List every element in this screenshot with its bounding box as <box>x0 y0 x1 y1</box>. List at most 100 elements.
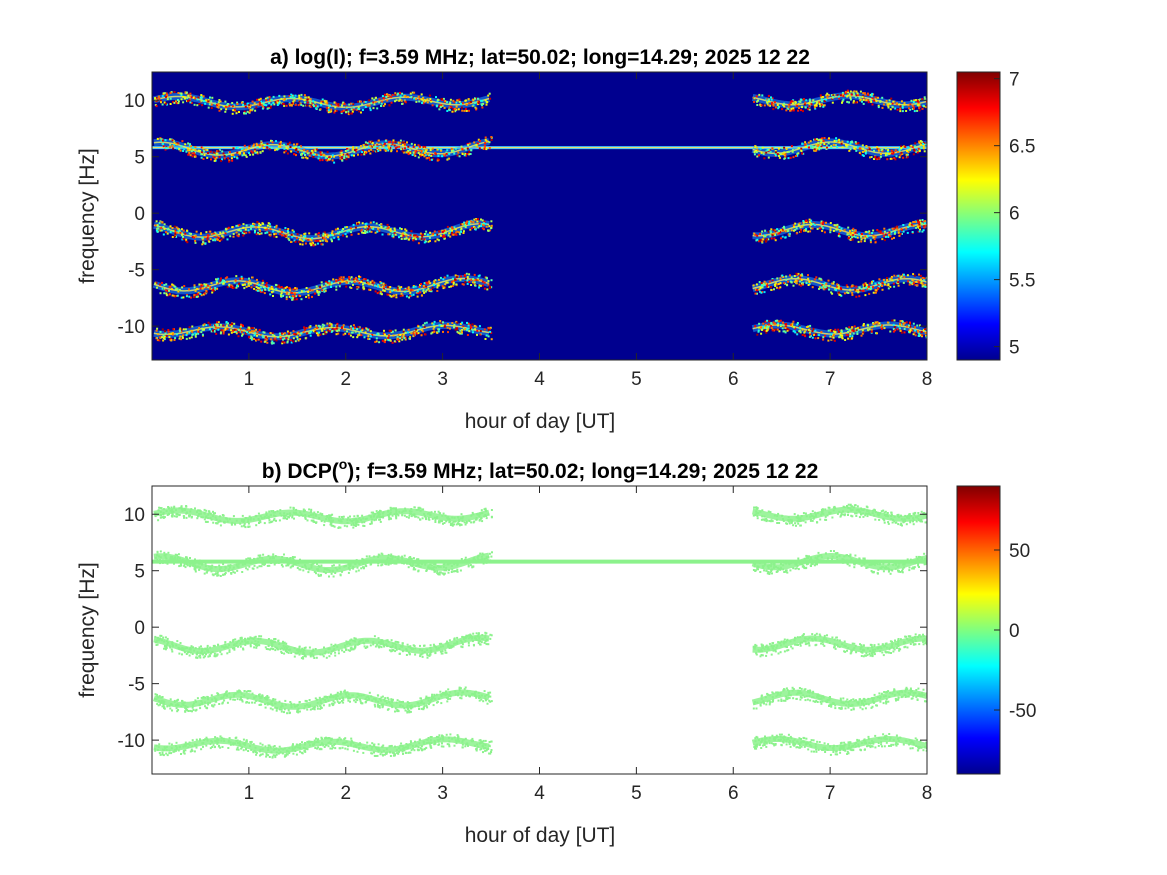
trace-speckle <box>175 294 178 297</box>
trace-speckle <box>213 159 216 162</box>
trace-speckle <box>256 334 258 337</box>
trace-speckle <box>752 284 755 287</box>
trace-speckle <box>329 521 332 523</box>
trace-speckle <box>418 100 421 103</box>
trace-speckle <box>918 273 920 276</box>
trace-speckle <box>171 236 174 238</box>
trace-speckle <box>413 91 416 94</box>
trace-speckle <box>373 512 376 515</box>
trace-speckle <box>316 239 319 242</box>
trace-speckle <box>766 319 769 322</box>
trace-speckle <box>485 103 488 106</box>
trace-speckle <box>268 289 270 292</box>
trace-speckle <box>855 289 858 292</box>
trace-speckle <box>203 292 206 295</box>
trace-speckle <box>389 508 392 511</box>
trace-speckle <box>231 102 234 104</box>
trace-speckle <box>283 289 285 292</box>
trace-speckle <box>863 92 866 95</box>
trace-speckle <box>362 524 365 527</box>
trace-speckle <box>338 155 341 157</box>
trace-speckle <box>237 235 240 238</box>
trace-speckle <box>808 327 811 330</box>
trace-speckle <box>186 332 189 335</box>
trace-speckle <box>259 230 262 232</box>
trace-speckle <box>879 231 882 234</box>
trace-speckle <box>847 101 850 104</box>
trace-speckle <box>816 139 819 142</box>
trace-speckle <box>321 323 324 326</box>
trace-speckle <box>770 288 773 291</box>
trace-speckle <box>898 327 901 330</box>
trace-speckle <box>776 228 779 231</box>
trace-speckle <box>887 283 890 286</box>
trace-speckle <box>907 514 910 517</box>
trace-speckle <box>782 152 785 155</box>
trace-speckle <box>442 234 445 237</box>
trace-speckle <box>252 223 255 226</box>
trace-speckle <box>270 146 273 149</box>
trace-speckle <box>890 277 893 280</box>
trace-speckle <box>805 219 808 222</box>
trace-speckle <box>304 96 307 99</box>
trace-speckle <box>790 323 792 326</box>
trace-speckle <box>399 227 401 230</box>
trace-speckle <box>906 156 909 159</box>
trace-speckle <box>787 157 790 160</box>
trace-speckle <box>871 280 873 283</box>
trace-speckle <box>923 329 925 332</box>
trace-speckle <box>760 104 763 107</box>
trace-speckle <box>396 286 399 289</box>
trace-speckle <box>215 152 218 155</box>
trace-speckle <box>182 328 185 331</box>
trace-speckle <box>759 233 762 235</box>
trace-speckle <box>222 152 225 155</box>
trace-speckle <box>882 278 885 281</box>
trace-speckle <box>925 276 927 279</box>
trace-speckle <box>905 153 908 156</box>
trace-speckle <box>918 332 921 335</box>
trace-speckle <box>369 281 372 284</box>
trace-speckle <box>864 152 867 155</box>
trace-speckle <box>852 332 855 335</box>
trace-speckle <box>427 516 430 519</box>
trace-speckle <box>297 150 299 153</box>
trace-speckle <box>441 514 444 517</box>
trace-speckle <box>176 142 179 145</box>
trace-speckle <box>313 328 316 331</box>
trace-speckle <box>877 104 880 107</box>
trace-speckle <box>849 338 852 341</box>
trace-speckle <box>442 324 445 327</box>
trace-speckle <box>267 517 270 520</box>
trace-speckle <box>918 230 921 233</box>
trace-speckle <box>354 330 357 333</box>
trace-speckle <box>404 100 407 103</box>
trace-speckle <box>914 280 917 283</box>
trace-speckle <box>439 106 442 108</box>
trace-speckle <box>791 100 794 103</box>
trace-speckle <box>285 298 288 301</box>
trace-speckle <box>290 296 293 299</box>
trace-speckle <box>483 144 486 147</box>
trace-speckle <box>368 288 371 291</box>
trace-speckle <box>199 292 202 295</box>
trace-speckle <box>361 109 364 111</box>
trace-speckle <box>368 514 371 517</box>
trace-speckle <box>269 513 272 516</box>
trace-speckle <box>393 340 396 343</box>
trace-speckle <box>796 274 799 277</box>
trace-speckle <box>922 146 925 149</box>
trace-speckle <box>761 230 764 233</box>
trace-speckle <box>254 229 256 232</box>
trace-speckle <box>845 333 848 336</box>
trace-speckle <box>271 342 274 345</box>
trace-speckle <box>487 229 489 232</box>
trace-speckle <box>475 107 478 110</box>
trace-speckle <box>809 324 812 327</box>
trace-speckle <box>407 150 410 152</box>
trace-speckle <box>342 276 345 279</box>
trace-speckle <box>302 510 305 513</box>
trace-speckle <box>207 513 210 516</box>
trace-speckle <box>358 221 361 224</box>
trace-speckle <box>488 327 491 330</box>
